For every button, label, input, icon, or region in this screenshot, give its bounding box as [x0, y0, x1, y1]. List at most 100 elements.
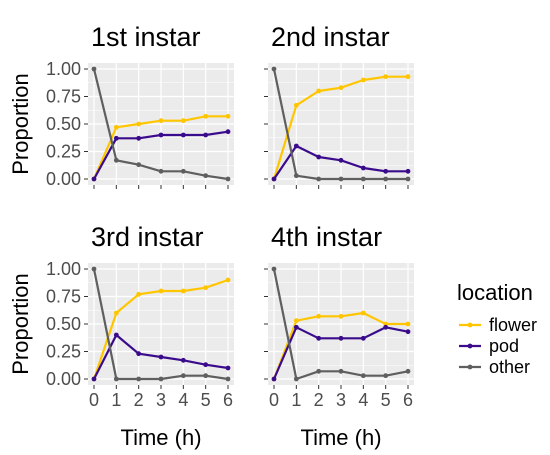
data-point-other [316, 368, 322, 374]
data-point-other [136, 162, 142, 168]
data-point-flower [360, 77, 366, 83]
data-point-pod [158, 354, 164, 360]
y-tick-label: 1.00 [46, 59, 81, 79]
data-point-pod [316, 154, 322, 160]
x-tick-label: 6 [223, 390, 233, 410]
data-point-pod [338, 157, 344, 163]
data-point-pod [91, 176, 97, 182]
data-point-other [225, 176, 231, 182]
data-point-flower [338, 85, 344, 91]
data-point-pod [113, 332, 119, 338]
data-point-flower [405, 74, 411, 80]
data-point-pod [203, 132, 209, 138]
data-point-flower [338, 313, 344, 319]
data-point-flower [293, 102, 299, 108]
data-point-pod [136, 135, 142, 141]
data-point-pod [405, 168, 411, 174]
data-point-pod [271, 376, 277, 382]
data-point-pod [360, 335, 366, 341]
data-point-pod [405, 329, 411, 335]
y-tick-label: 0.50 [46, 114, 81, 134]
data-point-flower [293, 318, 299, 324]
data-point-flower [113, 310, 119, 316]
data-point-other [113, 376, 119, 382]
data-point-pod [91, 376, 97, 382]
data-point-other [338, 176, 344, 182]
legend-label-flower: flower [489, 315, 537, 335]
x-tick-label: 4 [178, 390, 188, 410]
y-tick-label: 0.50 [46, 314, 81, 334]
data-point-other [338, 368, 344, 374]
data-point-pod [225, 365, 231, 371]
data-point-other [316, 176, 322, 182]
data-point-other [91, 66, 97, 72]
data-point-other [158, 376, 164, 382]
data-point-flower [158, 118, 164, 124]
panel-title: 4th instar [271, 222, 382, 252]
data-point-flower [405, 321, 411, 327]
x-tick-label: 0 [89, 390, 99, 410]
data-point-pod [383, 324, 389, 330]
data-point-pod [293, 143, 299, 149]
data-point-pod [383, 168, 389, 174]
y-tick-label: 0.00 [46, 169, 81, 189]
y-tick-label: 0.25 [46, 142, 81, 162]
data-point-other [360, 176, 366, 182]
data-point-pod [136, 351, 142, 357]
data-point-other [113, 157, 119, 163]
y-axis-title: Proportion [8, 273, 33, 375]
x-tick-label: 1 [111, 390, 121, 410]
x-tick-label: 6 [403, 390, 413, 410]
data-point-flower [158, 288, 164, 294]
data-point-flower [136, 291, 142, 297]
data-point-flower [180, 118, 186, 124]
x-axis-title: Time (h) [120, 425, 201, 450]
x-tick-label: 5 [201, 390, 211, 410]
data-point-pod [180, 132, 186, 138]
data-point-pod [180, 357, 186, 363]
legend-key-point [467, 322, 473, 328]
legend-key-point [467, 364, 473, 370]
data-point-flower [360, 310, 366, 316]
data-point-flower [383, 321, 389, 327]
data-point-other [180, 373, 186, 379]
data-point-flower [113, 124, 119, 130]
data-point-flower [180, 288, 186, 294]
x-tick-label: 4 [358, 390, 368, 410]
data-point-pod [316, 335, 322, 341]
data-point-flower [225, 277, 231, 283]
y-tick-label: 0.75 [46, 287, 81, 307]
data-point-other [91, 266, 97, 272]
y-tick-label: 0.00 [46, 369, 81, 389]
legend-title: location [457, 280, 533, 305]
x-tick-label: 2 [134, 390, 144, 410]
data-point-flower [383, 74, 389, 80]
panel-title: 2nd instar [271, 22, 390, 52]
data-point-other [271, 266, 277, 272]
data-point-other [180, 168, 186, 174]
data-point-other [360, 373, 366, 379]
data-point-other [293, 173, 299, 179]
panel-title: 3rd instar [91, 222, 204, 252]
x-axis-title: Time (h) [300, 425, 381, 450]
data-point-other [405, 176, 411, 182]
data-point-other [405, 368, 411, 374]
data-point-pod [338, 335, 344, 341]
data-point-pod [271, 176, 277, 182]
legend-key-point [467, 343, 473, 349]
data-point-pod [203, 362, 209, 368]
y-axis-title: Proportion [8, 73, 33, 175]
y-tick-label: 0.75 [46, 87, 81, 107]
data-point-flower [136, 121, 142, 127]
panel-title: 1st instar [91, 22, 201, 52]
data-point-flower [203, 285, 209, 291]
data-point-other [136, 376, 142, 382]
data-point-flower [203, 113, 209, 119]
data-point-other [383, 373, 389, 379]
data-point-other [225, 376, 231, 382]
data-point-pod [360, 165, 366, 171]
x-tick-label: 3 [156, 390, 166, 410]
data-point-pod [293, 324, 299, 330]
legend-label-other: other [489, 357, 530, 377]
